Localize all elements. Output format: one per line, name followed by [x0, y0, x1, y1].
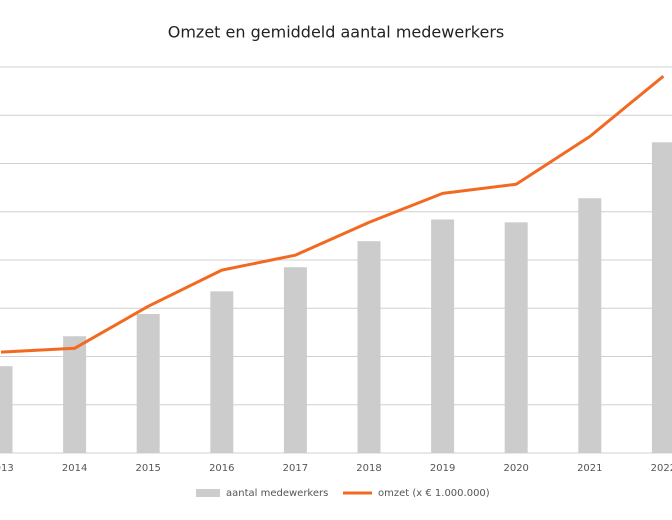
x-tick-label: 2015	[135, 463, 160, 474]
x-tick-label: 2017	[283, 463, 308, 474]
x-tick-label: 2019	[430, 463, 455, 474]
line	[0, 75, 665, 354]
legend-label: aantal medewerkers	[226, 488, 328, 499]
bar	[210, 291, 234, 453]
legend-label: omzet (x € 1.000.000)	[378, 488, 490, 499]
legend-swatch	[196, 489, 220, 497]
x-tick-label: 2021	[577, 463, 602, 474]
bar	[136, 314, 160, 453]
x-tick-label: 2018	[356, 463, 381, 474]
bar	[578, 198, 602, 453]
x-tick-label: 2014	[62, 463, 87, 474]
x-tick-label: 2022	[651, 463, 672, 474]
chart-title: Omzet en gemiddeld aantal medewerkers	[168, 23, 504, 42]
x-tick-label: 2020	[503, 463, 528, 474]
bar	[651, 142, 672, 453]
bar	[63, 336, 87, 453]
bar	[431, 219, 455, 453]
bar	[504, 222, 528, 453]
bar	[283, 267, 307, 453]
bar	[357, 241, 381, 453]
x-tick-label: 2016	[209, 463, 234, 474]
x-tick-label: 2013	[0, 463, 14, 474]
bar	[0, 366, 13, 453]
